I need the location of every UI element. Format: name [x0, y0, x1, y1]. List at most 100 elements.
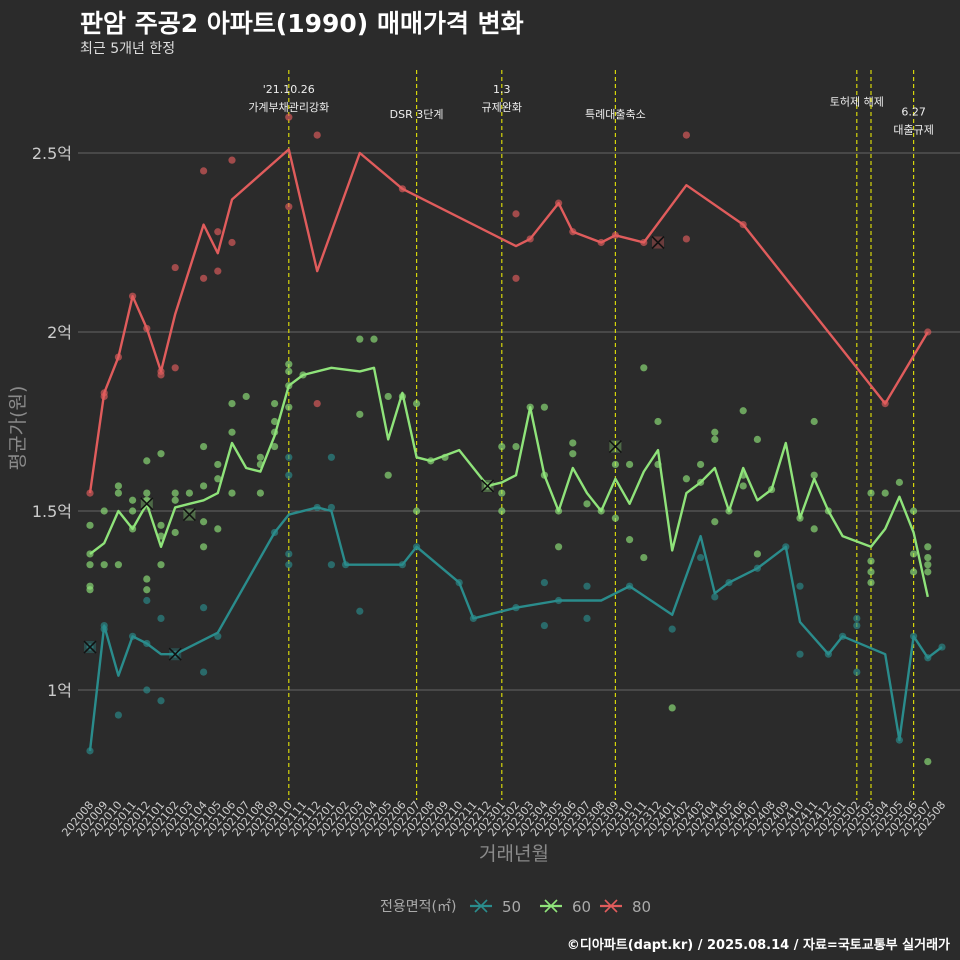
data-point	[313, 131, 321, 139]
data-point	[157, 614, 165, 623]
data-point	[200, 442, 208, 451]
data-point	[895, 478, 904, 486]
data-point	[853, 614, 861, 623]
legend: 전용면적(㎡) 50 60 80	[380, 898, 651, 916]
data-point	[384, 392, 392, 401]
data-point	[867, 557, 875, 565]
data-point	[498, 507, 506, 515]
cross-marker-x	[168, 647, 182, 661]
data-point	[100, 507, 108, 515]
data-point	[498, 442, 506, 451]
data-point	[171, 263, 179, 272]
legend-label: 50	[502, 898, 521, 916]
data-point	[413, 400, 421, 408]
data-point	[285, 113, 293, 121]
series-80	[86, 113, 932, 497]
data-point	[924, 543, 932, 551]
data-point	[555, 543, 563, 551]
x-axis-ticks: 2020082020092020102020112020122021012021…	[59, 799, 948, 840]
data-point	[143, 575, 151, 583]
series-50	[83, 453, 946, 755]
cross-marker-x	[481, 479, 495, 493]
data-point	[200, 482, 208, 490]
data-point	[413, 507, 421, 515]
data-point	[924, 568, 932, 576]
cross-marker	[651, 235, 665, 250]
y-axis-ticks: 1억 1.5억 2억 2.5억	[32, 144, 72, 700]
data-point	[228, 489, 236, 497]
data-point	[668, 704, 676, 712]
data-point	[285, 453, 293, 461]
y-tick-label: 2.5억	[32, 144, 72, 163]
y-tick-label: 1억	[47, 681, 72, 700]
data-point	[924, 561, 932, 569]
data-point	[512, 442, 520, 451]
cross-marker	[481, 479, 495, 493]
data-point	[157, 371, 165, 379]
data-point	[356, 607, 364, 615]
data-point	[810, 471, 818, 479]
x-axis-title: 거래년월	[479, 843, 549, 865]
data-point	[228, 428, 236, 436]
data-point	[583, 500, 591, 508]
series-line	[88, 148, 929, 494]
data-point	[143, 586, 151, 594]
data-point	[753, 550, 762, 558]
data-point	[682, 235, 691, 243]
cross-marker	[168, 647, 182, 661]
data-point	[711, 435, 719, 443]
cross-marker	[182, 508, 196, 522]
data-point	[910, 550, 918, 558]
data-point	[711, 518, 719, 526]
data-point	[129, 496, 137, 504]
data-point	[86, 521, 94, 529]
data-point	[271, 400, 279, 408]
data-point	[583, 582, 591, 590]
data-point	[682, 131, 691, 139]
data-point	[143, 686, 151, 694]
series-line	[88, 506, 943, 752]
data-point	[910, 568, 918, 576]
chart-subtitle: 최근 5개년 한정	[80, 41, 176, 57]
data-point	[910, 507, 918, 515]
data-point	[171, 489, 179, 497]
data-point	[200, 543, 208, 551]
event-annotation: 토허제 해제	[830, 95, 884, 109]
data-point	[640, 364, 648, 372]
data-point	[512, 210, 520, 218]
data-point	[626, 536, 634, 544]
data-point	[214, 267, 222, 275]
data-point	[697, 553, 705, 562]
data-point	[682, 475, 691, 483]
data-point	[327, 503, 335, 512]
data-point	[640, 553, 648, 562]
data-point	[157, 697, 165, 705]
data-point	[200, 274, 208, 282]
data-point	[853, 668, 861, 676]
data-point	[739, 482, 747, 490]
data-point	[313, 400, 321, 408]
cross-marker	[140, 497, 154, 511]
data-point	[157, 521, 165, 529]
cross-marker-x	[140, 497, 154, 511]
data-point	[583, 614, 591, 623]
data-point	[129, 507, 137, 515]
event-annotation: 6.27	[901, 106, 926, 119]
data-point	[228, 156, 236, 164]
legend-label: 60	[572, 898, 591, 916]
legend-label: 80	[632, 898, 651, 916]
data-point	[327, 453, 335, 461]
y-tick-label: 2억	[47, 323, 72, 342]
legend-title: 전용면적(㎡)	[380, 899, 456, 915]
data-point	[271, 417, 279, 426]
data-point	[626, 460, 634, 469]
series	[83, 113, 946, 766]
data-point	[114, 561, 122, 569]
data-point	[143, 489, 151, 497]
data-point	[569, 450, 577, 458]
data-point	[711, 428, 719, 436]
data-point	[285, 203, 293, 211]
data-point	[114, 489, 122, 497]
legend-swatch-x	[544, 899, 558, 913]
